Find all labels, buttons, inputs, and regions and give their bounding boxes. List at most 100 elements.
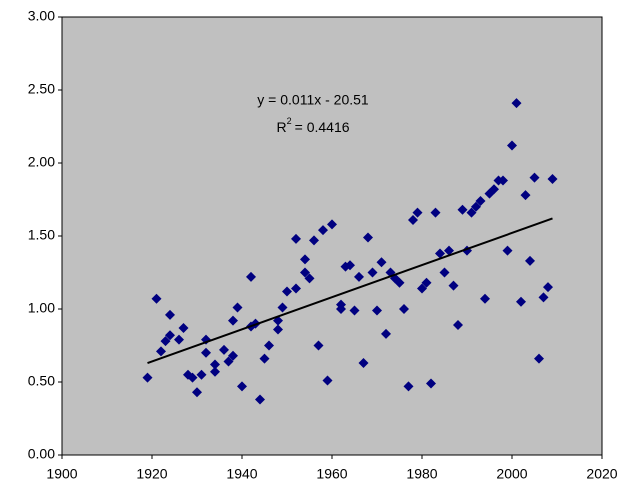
data-point [201, 347, 211, 358]
x-tick-label: 1960 [316, 466, 347, 482]
data-point [354, 271, 364, 282]
data-point [502, 245, 513, 256]
y-tick-label: 2.50 [28, 81, 55, 97]
data-point [529, 172, 540, 183]
data-point [313, 340, 324, 351]
data-point [349, 305, 360, 316]
data-point [547, 174, 558, 185]
data-point [376, 257, 387, 268]
data-point [322, 375, 333, 386]
data-point [543, 282, 553, 293]
data-point [237, 381, 247, 392]
data-point [304, 273, 315, 284]
data-point [426, 378, 436, 389]
data-point [507, 140, 517, 151]
data-point [165, 330, 175, 341]
data-point [417, 283, 427, 294]
data-point [210, 359, 220, 370]
data-point [399, 304, 409, 314]
data-point [466, 207, 477, 218]
data-point [291, 283, 301, 294]
data-point [430, 207, 441, 218]
data-point [178, 322, 189, 333]
data-point [327, 219, 337, 230]
data-point [277, 302, 288, 313]
y-tick-label: 0.00 [28, 446, 55, 462]
data-point [300, 267, 310, 278]
y-tick-label: 2.00 [28, 154, 55, 170]
x-tick-label: 2000 [496, 466, 527, 482]
data-point [223, 356, 234, 367]
trend-equation: y = 0.011x - 20.51 [257, 92, 369, 108]
y-tick-label: 1.50 [28, 227, 55, 243]
data-point [160, 336, 171, 347]
data-point [394, 277, 405, 288]
data-point [498, 175, 508, 186]
data-point [300, 254, 310, 265]
data-point [187, 372, 198, 383]
data-point [142, 372, 153, 383]
x-tick-label: 2020 [586, 466, 617, 482]
data-point [435, 248, 445, 259]
data-point [453, 320, 463, 331]
r-squared: R2 = 0.4416 [276, 116, 349, 134]
data-point [232, 302, 243, 313]
data-point [520, 190, 531, 201]
data-point [174, 334, 184, 345]
data-point [525, 255, 535, 266]
plot-area [61, 16, 603, 456]
data-point [439, 267, 450, 278]
data-point [228, 350, 238, 361]
trendline [147, 217, 553, 364]
data-point [228, 315, 238, 326]
data-point [336, 304, 346, 314]
x-tick-label: 1900 [46, 466, 77, 482]
data-point [358, 358, 369, 369]
data-point [367, 267, 378, 278]
y-tick-label: 3.00 [28, 8, 55, 24]
r-squared-sup: 2 [287, 116, 292, 126]
data-point [345, 260, 355, 271]
data-point [210, 366, 220, 377]
data-point [273, 324, 283, 335]
data-point [264, 340, 274, 351]
data-point [259, 353, 270, 364]
data-point [471, 201, 481, 212]
r-squared-value: = 0.4416 [295, 119, 350, 135]
data-point [309, 235, 319, 246]
x-tick-label: 1940 [226, 466, 257, 482]
data-point [489, 184, 499, 195]
data-point [246, 271, 256, 282]
data-point [408, 214, 418, 225]
data-point [219, 344, 229, 355]
data-point [196, 369, 207, 380]
data-point [448, 280, 459, 291]
data-point [538, 292, 549, 303]
data-point [255, 394, 265, 405]
data-point [421, 277, 432, 288]
data-point [534, 353, 544, 364]
data-point [475, 195, 486, 206]
data-point [165, 309, 175, 320]
x-tick-label: 1980 [406, 466, 437, 482]
r-squared-base: R [276, 119, 286, 135]
x-tick-label: 1920 [136, 466, 167, 482]
y-tick-label: 0.50 [28, 373, 55, 389]
data-point [381, 328, 391, 339]
data-point [480, 293, 490, 304]
data-point [444, 245, 454, 256]
data-point [511, 98, 522, 109]
data-point [363, 232, 373, 243]
y-tick-label: 1.00 [28, 300, 55, 316]
data-point [282, 286, 292, 297]
data-point [291, 233, 301, 244]
data-point [403, 381, 414, 392]
data-point [372, 305, 382, 316]
data-point [151, 293, 162, 304]
data-point [412, 207, 423, 218]
data-point [516, 296, 526, 307]
data-point [318, 225, 328, 236]
data-point [457, 204, 468, 215]
data-point [156, 346, 166, 357]
